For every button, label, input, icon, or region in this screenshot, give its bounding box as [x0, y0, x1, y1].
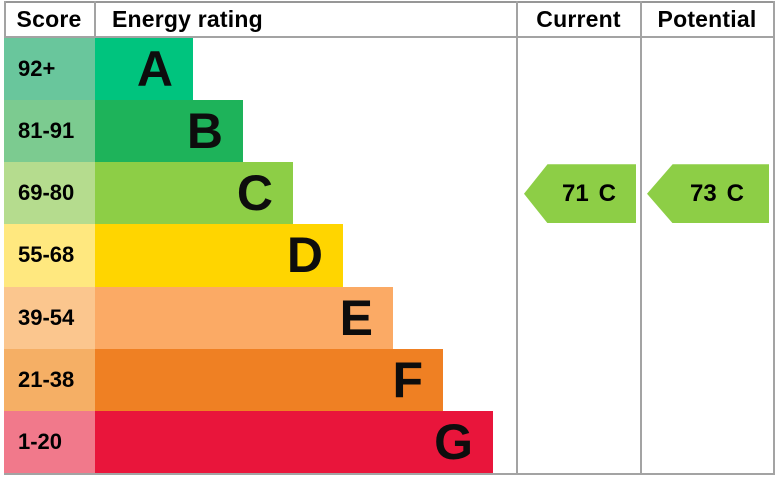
- score-cell: 21-38: [4, 348, 109, 411]
- rating-bar: F: [95, 348, 443, 411]
- band-row: 92+ A: [0, 38, 780, 101]
- score-column-divider: [94, 1, 96, 36]
- score-cell: 92+: [4, 38, 109, 101]
- current-rating-letter: C: [598, 179, 617, 207]
- score-range-label: 81-91: [18, 118, 75, 144]
- rating-bar: A: [95, 38, 193, 101]
- chart-top-border: [4, 1, 775, 3]
- band-rows: 92+ A 81-91 B 69-80 C 55-68 D 39-54 E: [0, 38, 780, 473]
- band-row: 55-68 D: [0, 224, 780, 287]
- rating-letter: B: [186, 103, 223, 160]
- energy-rating-column-header: Energy rating: [112, 5, 263, 32]
- score-range-label: 55-68: [18, 242, 75, 268]
- potential-column-header: Potential: [657, 5, 757, 32]
- rating-bar: D: [95, 224, 343, 287]
- chart-bottom-border: [4, 473, 775, 475]
- rating-bar: G: [95, 410, 493, 473]
- rating-letter: F: [392, 351, 423, 408]
- score-cell: 1-20: [4, 410, 109, 473]
- band-row: 1-20 G: [0, 410, 780, 473]
- score-range-label: 1-20: [18, 428, 63, 454]
- potential-score-value: 73: [689, 179, 717, 207]
- band-row: 81-91 B: [0, 100, 780, 163]
- band-row: 39-54 E: [0, 286, 780, 349]
- rating-letter: G: [434, 413, 473, 470]
- rating-letter: C: [236, 165, 273, 222]
- score-cell: 39-54: [4, 286, 109, 349]
- header-left-border: [4, 1, 6, 38]
- rating-bar: B: [95, 100, 243, 163]
- rating-bar: E: [95, 286, 393, 349]
- current-column-header: Current: [536, 5, 621, 32]
- potential-rating-arrow: 73 C: [647, 164, 769, 224]
- rating-letter: D: [286, 227, 323, 284]
- score-cell: 55-68: [4, 224, 109, 287]
- score-range-label: 39-54: [18, 304, 75, 330]
- score-cell: 69-80: [4, 162, 109, 225]
- current-column-divider: [516, 1, 518, 475]
- score-range-label: 21-38: [18, 366, 75, 392]
- current-rating-arrow: 71 C: [524, 164, 636, 224]
- chart-right-border: [773, 1, 775, 475]
- score-range-label: 92+: [18, 56, 56, 82]
- potential-column-divider: [640, 1, 642, 475]
- band-row: 21-38 F: [0, 348, 780, 411]
- score-column-header: Score: [16, 5, 82, 32]
- potential-rating-letter: C: [726, 179, 745, 207]
- band-row: 69-80 C: [0, 162, 780, 225]
- score-range-label: 69-80: [18, 180, 75, 206]
- rating-letter: E: [339, 289, 373, 346]
- score-cell: 81-91: [4, 100, 109, 163]
- rating-letter: A: [136, 41, 173, 98]
- header-bottom-border: [4, 36, 775, 38]
- current-score-value: 71: [561, 179, 589, 207]
- rating-bar: C: [95, 162, 293, 225]
